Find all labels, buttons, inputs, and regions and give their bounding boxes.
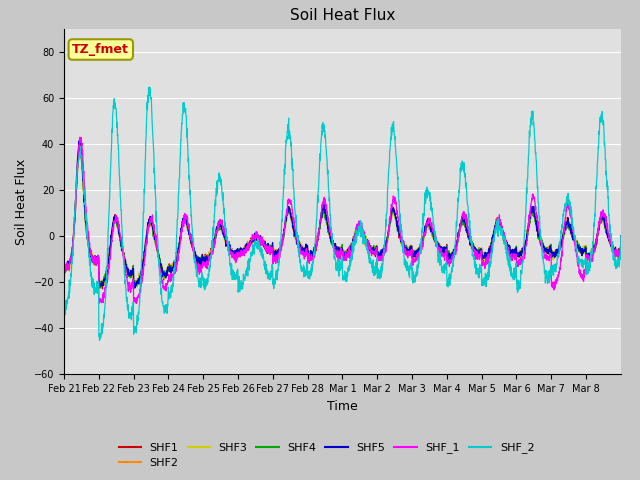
Legend: SHF1, SHF2, SHF3, SHF4, SHF5, SHF_1, SHF_2: SHF1, SHF2, SHF3, SHF4, SHF5, SHF_1, SHF… (114, 438, 539, 472)
SHF_1 (609, 245, 617, 251)
SHF_2 (236, 285, 244, 290)
SHF2 (97, 285, 104, 291)
SHF2 (617, 233, 625, 239)
Line: SHF2: SHF2 (64, 143, 621, 288)
SHF2 (60, 263, 68, 269)
SHF1 (116, 234, 124, 240)
SHF4 (609, 250, 617, 255)
SHF_2 (96, 337, 104, 343)
SHF5 (116, 232, 124, 238)
SHF_1 (542, 255, 550, 261)
SHF3 (609, 246, 617, 252)
SHF5 (236, 247, 244, 253)
SHF5 (617, 233, 625, 239)
SHF2 (542, 246, 550, 252)
SHF_2 (617, 233, 625, 239)
SHF4 (376, 251, 384, 256)
SHF5 (542, 245, 550, 251)
SHF3 (511, 248, 518, 254)
SHF_1 (236, 254, 244, 260)
SHF5 (76, 135, 84, 141)
SHF1 (60, 263, 68, 268)
Line: SHF_2: SHF_2 (64, 87, 621, 340)
SHF4 (116, 238, 124, 244)
SHF4 (617, 233, 625, 239)
SHF_2 (542, 267, 550, 273)
SHF5 (131, 285, 139, 291)
SHF3 (116, 234, 124, 240)
SHF4 (76, 144, 83, 150)
Title: Soil Heat Flux: Soil Heat Flux (290, 9, 395, 24)
SHF_2 (116, 183, 124, 189)
SHF1 (99, 286, 106, 292)
SHF_1 (617, 233, 625, 239)
SHF5 (511, 246, 518, 252)
SHF_1 (77, 134, 84, 140)
SHF2 (236, 248, 244, 254)
Line: SHF5: SHF5 (64, 138, 621, 288)
SHF2 (511, 248, 518, 253)
SHF2 (376, 251, 384, 256)
SHF4 (542, 248, 550, 254)
SHF3 (376, 252, 384, 258)
SHF3 (131, 285, 139, 290)
Line: SHF1: SHF1 (64, 140, 621, 289)
SHF_2 (511, 265, 518, 271)
Line: SHF_1: SHF_1 (64, 137, 621, 303)
SHF_1 (132, 300, 140, 306)
SHF_1 (60, 267, 68, 273)
SHF_1 (376, 254, 384, 260)
SHF3 (60, 267, 68, 273)
SHF3 (542, 245, 550, 251)
SHF1 (76, 137, 84, 143)
SHF_1 (116, 229, 124, 235)
SHF3 (236, 249, 244, 255)
SHF2 (116, 235, 124, 241)
SHF4 (511, 250, 518, 255)
SHF4 (96, 285, 104, 291)
SHF4 (236, 250, 244, 255)
Y-axis label: Soil Heat Flux: Soil Heat Flux (15, 158, 28, 245)
SHF1 (609, 243, 617, 249)
SHF1 (376, 251, 384, 256)
SHF_2 (609, 257, 617, 263)
SHF3 (617, 233, 625, 239)
SHF5 (60, 268, 68, 274)
SHF_2 (376, 271, 384, 277)
Line: SHF4: SHF4 (64, 147, 621, 288)
SHF1 (236, 249, 244, 254)
SHF5 (609, 250, 617, 255)
SHF2 (76, 140, 84, 146)
SHF_2 (60, 298, 68, 303)
SHF1 (511, 249, 518, 255)
SHF4 (60, 266, 68, 272)
X-axis label: Time: Time (327, 400, 358, 413)
SHF_1 (511, 253, 518, 259)
SHF1 (617, 233, 625, 239)
SHF_2 (146, 84, 154, 90)
Line: SHF3: SHF3 (64, 150, 621, 288)
SHF1 (542, 250, 550, 255)
SHF5 (376, 250, 384, 256)
SHF3 (76, 147, 84, 153)
Text: TZ_fmet: TZ_fmet (72, 43, 129, 56)
SHF2 (609, 242, 617, 248)
